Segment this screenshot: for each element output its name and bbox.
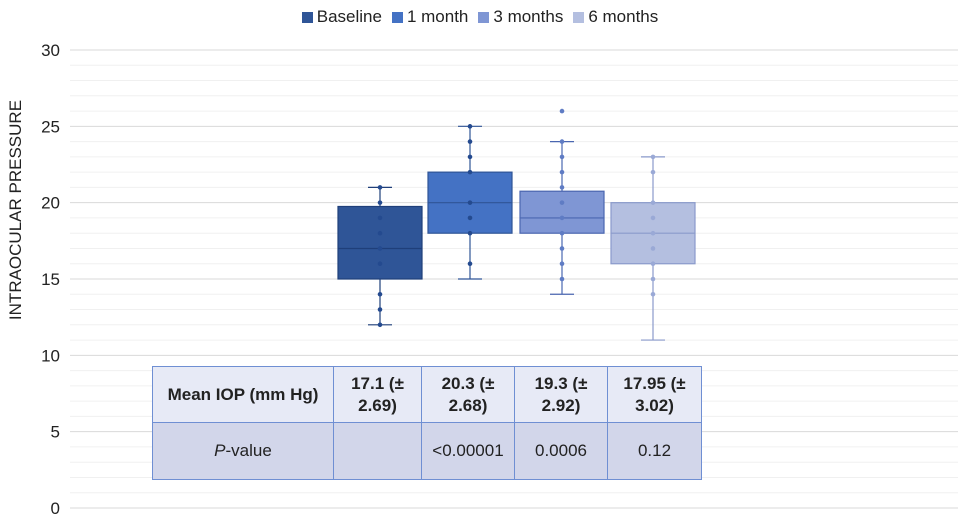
legend-item-1-month: 1 month [391, 7, 469, 27]
data-point [650, 291, 656, 297]
legend-label: Baseline [316, 7, 382, 26]
legend-swatch [301, 11, 313, 23]
table-cell: 19.3 (± 2.92) [514, 366, 608, 423]
table-row-mean-iop: Mean IOP (mm Hg) 17.1 (± 2.69) 20.3 (± 2… [152, 366, 702, 423]
y-tick-label: 0 [51, 499, 60, 514]
table-cell-p-value-label: P-value [152, 422, 334, 480]
data-point [377, 291, 383, 297]
data-point [559, 169, 565, 175]
stats-table: Mean IOP (mm Hg) 17.1 (± 2.69) 20.3 (± 2… [152, 366, 702, 480]
legend-swatch [478, 11, 490, 23]
data-point [559, 215, 565, 221]
table-cell: 0.12 [607, 422, 702, 480]
data-point [650, 215, 656, 221]
data-point [467, 215, 473, 221]
y-axis-label: INTRAOCULAR PRESSURE [6, 99, 25, 321]
y-tick-label: 5 [51, 423, 60, 442]
table-cell: 17.1 (± 2.69) [333, 366, 422, 423]
table-cell: <0.00001 [421, 422, 515, 480]
data-point [559, 154, 565, 160]
data-point [650, 154, 656, 160]
data-point [467, 154, 473, 160]
table-cell: 20.3 (± 2.68) [421, 366, 515, 423]
data-point [377, 307, 383, 312]
data-point [650, 230, 656, 236]
data-point [377, 261, 383, 267]
data-point [377, 200, 383, 205]
chart-legend: Baseline 1 month 3 months 6 months [0, 7, 960, 27]
legend-item-6-months: 6 months [573, 7, 658, 27]
y-tick-label: 15 [41, 270, 60, 289]
data-point [650, 261, 656, 267]
data-point [559, 261, 565, 267]
data-point [377, 230, 383, 236]
data-point [559, 185, 565, 190]
data-point [467, 230, 473, 236]
y-tick-label: 20 [41, 194, 60, 213]
data-point [467, 261, 473, 267]
data-point [650, 246, 656, 251]
table-cell: 0.0006 [514, 422, 608, 480]
data-point [467, 169, 473, 175]
data-point [559, 276, 565, 282]
y-tick-label: 10 [41, 346, 60, 365]
data-point [559, 230, 565, 236]
data-point [377, 185, 383, 190]
data-point [559, 139, 565, 144]
y-tick-label: 30 [41, 41, 60, 60]
data-point [377, 246, 383, 251]
data-point [650, 200, 656, 205]
legend-item-baseline: Baseline [301, 7, 382, 27]
table-cell: 17.95 (± 3.02) [607, 366, 702, 423]
legend-item-3-months: 3 months [478, 7, 563, 27]
y-tick-label: 25 [41, 117, 60, 136]
data-point [559, 200, 565, 205]
data-point [377, 322, 383, 328]
legend-swatch [391, 11, 403, 23]
data-point [377, 215, 383, 221]
table-cell: Mean IOP (mm Hg) [152, 366, 334, 423]
legend-swatch [573, 11, 585, 23]
legend-label: 6 months [588, 7, 659, 26]
data-point [467, 200, 473, 205]
legend-label: 1 month [406, 7, 469, 26]
data-point [559, 108, 565, 114]
data-point [559, 246, 565, 251]
table-cell [333, 422, 422, 480]
legend-label: 3 months [493, 7, 564, 26]
data-point [467, 124, 473, 129]
box-1 [337, 205, 423, 280]
data-point [650, 169, 656, 175]
data-point [650, 276, 656, 282]
box-3 [519, 190, 605, 234]
table-row-p-value: P-value <0.00001 0.0006 0.12 [152, 422, 702, 480]
data-point [467, 139, 473, 144]
